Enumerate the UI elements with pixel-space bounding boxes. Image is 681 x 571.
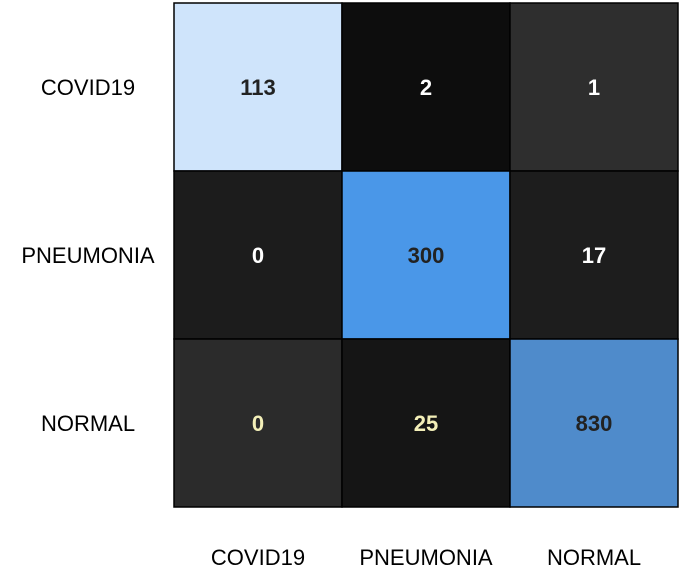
heatmap-cell-pneumonia-normal — [509, 170, 679, 340]
heatmap-cell-normal-covid19 — [173, 338, 343, 508]
cell-value-label: 17 — [582, 243, 606, 268]
heatmap-cell-pneumonia-covid19 — [173, 170, 343, 340]
cell-value-label: 113 — [240, 75, 276, 100]
column-label: NORMAL — [547, 545, 641, 570]
column-label: COVID19 — [211, 545, 305, 570]
heatmap-cells — [173, 2, 679, 508]
row-label: PNEUMONIA — [21, 243, 155, 268]
cell-value-label: 25 — [414, 411, 438, 436]
heatmap-cell-values: 113 2 1 0 300 17 0 25 830 — [240, 75, 612, 436]
column-label: PNEUMONIA — [359, 545, 493, 570]
heatmap-cell-covid19-pneumonia — [341, 2, 511, 172]
cell-value-label: 830 — [576, 411, 613, 436]
cell-value-label: 1 — [588, 75, 600, 100]
heatmap-cell-normal-normal — [509, 338, 679, 508]
heatmap-cell-covid19-normal — [509, 2, 679, 172]
row-label: NORMAL — [41, 411, 135, 436]
cell-value-label: 300 — [408, 243, 445, 268]
cell-value-label: 2 — [420, 75, 432, 100]
column-labels: COVID19 PNEUMONIA NORMAL — [211, 545, 641, 570]
cell-value-label: 0 — [252, 411, 264, 436]
heatmap-cell-covid19-covid19 — [173, 2, 343, 172]
heatmap-cell-normal-pneumonia — [341, 338, 511, 508]
cell-value-label: 0 — [252, 243, 264, 268]
heatmap-cell-pneumonia-pneumonia — [341, 170, 511, 340]
row-labels: COVID19 PNEUMONIA NORMAL — [21, 75, 155, 436]
row-label: COVID19 — [41, 75, 135, 100]
